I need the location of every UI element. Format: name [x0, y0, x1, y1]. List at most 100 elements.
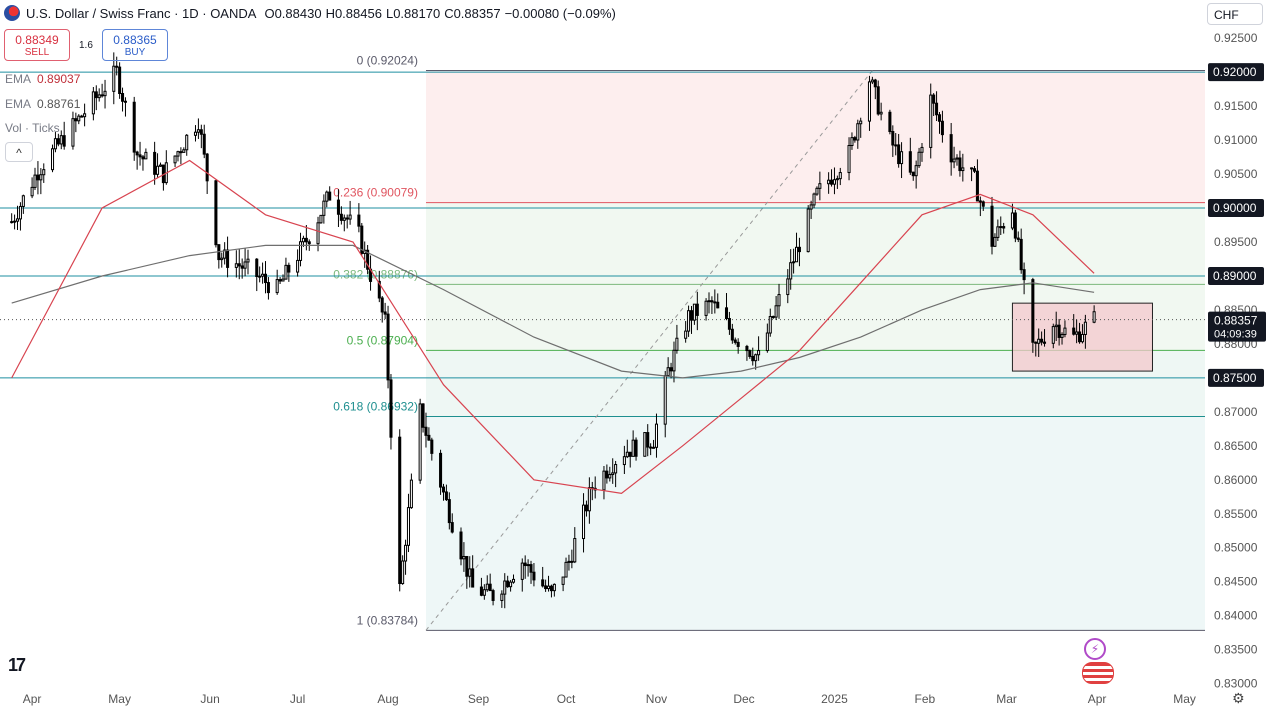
candle-body: [567, 560, 571, 563]
candle-body: [266, 282, 270, 294]
candle-body: [115, 65, 119, 68]
candle-body: [631, 439, 635, 457]
candle-body: [850, 137, 854, 147]
currency-flags-icon[interactable]: [1082, 662, 1114, 684]
sell-button[interactable]: 0.88349 SELL: [4, 29, 70, 61]
x-tick-label: Nov: [646, 692, 667, 706]
candle-body: [199, 129, 203, 135]
candle-body: [891, 131, 895, 146]
x-tick-label: Feb: [915, 692, 936, 706]
symbol-title[interactable]: U.S. Dollar / Swiss Franc · 1D · OANDA: [26, 5, 257, 21]
low-value: 0.88170: [393, 5, 441, 21]
x-tick-label: Jun: [200, 692, 219, 706]
candle-body: [1072, 327, 1076, 335]
candle-body: [587, 487, 591, 512]
candle-body: [932, 94, 936, 104]
candle-body: [328, 191, 332, 201]
candle-body: [459, 531, 463, 560]
candle-body: [322, 200, 326, 216]
high-value: 0.88456: [334, 5, 382, 21]
level-price-tag-text: 0.90000: [1213, 201, 1257, 215]
candle-body: [325, 191, 329, 202]
candle-body: [625, 451, 629, 458]
candle-body: [765, 332, 769, 352]
candle-body: [366, 249, 370, 270]
candle-body: [261, 273, 265, 277]
candle-body: [298, 241, 303, 261]
candle-body: [319, 214, 323, 224]
candle-body: [669, 367, 673, 372]
buy-button[interactable]: 0.88365 BUY: [102, 29, 168, 61]
candle-body: [547, 585, 551, 590]
candle-body: [552, 583, 556, 592]
sell-label: SELL: [24, 47, 50, 58]
level-price-tag: [1208, 266, 1264, 285]
ema-fast-legend[interactable]: EMA 0.89037: [5, 72, 80, 86]
candle-body: [243, 261, 247, 269]
currency-selector[interactable]: CHF: [1207, 3, 1263, 25]
candle-body: [77, 115, 81, 122]
last-price-tag: [1208, 311, 1266, 342]
candle-body: [570, 560, 574, 563]
candle-body: [447, 499, 451, 524]
candle-body: [1013, 212, 1017, 239]
candle-body: [380, 297, 384, 313]
candle-body: [179, 151, 183, 154]
candle-body: [978, 200, 982, 203]
collapse-legend-button[interactable]: ^: [5, 142, 33, 162]
candle-body: [774, 305, 778, 318]
candle-body: [1019, 238, 1023, 271]
y-tick-label: 0.90500: [1214, 167, 1258, 181]
candle-body: [1034, 341, 1038, 344]
usd-chf-flag-icon: [4, 5, 20, 21]
candle-body: [605, 470, 609, 479]
candle-body: [687, 310, 691, 332]
candle-body: [812, 193, 816, 206]
candle-body: [103, 90, 107, 97]
y-tick-label: 0.86000: [1214, 473, 1258, 487]
candle-body: [582, 504, 586, 540]
y-tick-label: 0.92500: [1214, 31, 1258, 45]
tradingview-logo[interactable]: 17: [8, 655, 26, 675]
candle-body: [246, 258, 250, 263]
candle-body: [74, 118, 78, 122]
candle-body: [859, 120, 863, 125]
candle-body: [733, 339, 737, 343]
candle-body: [39, 174, 43, 181]
candle-body: [42, 169, 46, 176]
candle-body: [920, 146, 924, 153]
candle-body: [441, 486, 446, 493]
ema-slow-legend[interactable]: EMA 0.88761: [5, 97, 80, 111]
x-tick-label: 2025: [821, 692, 848, 706]
candle-body: [856, 123, 860, 141]
candle-body: [357, 214, 361, 227]
lightning-icon[interactable]: ⚡: [1084, 638, 1106, 660]
candle-body: [439, 452, 443, 488]
candle-body: [975, 170, 979, 202]
candle-body: [809, 204, 813, 210]
candle-body: [50, 148, 55, 171]
volume-legend[interactable]: Vol · Ticks: [5, 121, 60, 135]
low-label: L: [385, 5, 394, 21]
candle-body: [430, 439, 434, 454]
x-tick-label: Sep: [468, 692, 490, 706]
candle-body: [83, 113, 87, 118]
candle-body: [745, 345, 749, 352]
fib-level-label: 0 (0.92024): [357, 54, 418, 68]
candle-body: [202, 133, 206, 155]
candle-body: [509, 581, 513, 588]
candle-body: [234, 263, 238, 268]
sell-price: 0.88349: [15, 33, 59, 47]
candle-body: [713, 301, 717, 304]
candle-body: [806, 208, 810, 253]
gear-icon[interactable]: ⚙: [1232, 690, 1245, 706]
candle-body: [1083, 321, 1087, 335]
candle-body: [339, 213, 343, 221]
candle-body: [59, 135, 63, 145]
candle-body: [156, 165, 160, 175]
candle-body: [97, 94, 101, 99]
ema-fast-line: [11, 159, 1095, 495]
level-price-tag-text: 0.92000: [1213, 65, 1257, 79]
candle-body: [526, 564, 530, 567]
